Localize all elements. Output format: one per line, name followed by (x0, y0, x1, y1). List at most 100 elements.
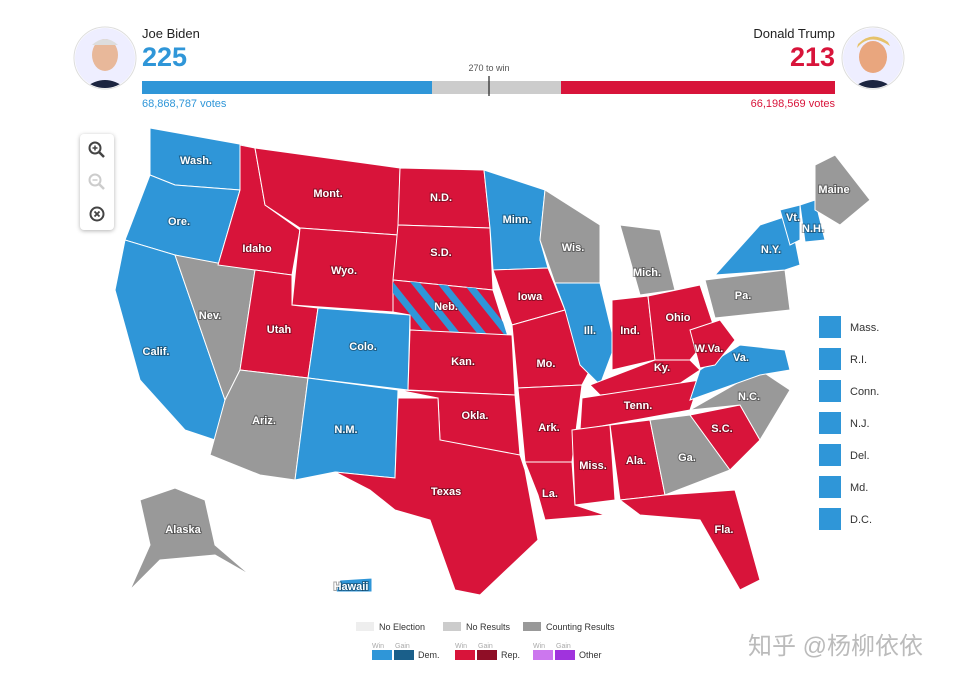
progress-bar (142, 76, 835, 96)
state-label: Utah (267, 324, 292, 336)
states: Wash. Ore. Calif. Nev. Idaho Mont. Wyo. Utah Col… (114, 127, 871, 596)
state-label: Colo. (349, 341, 377, 353)
electoral-votes: 225 (142, 42, 187, 72)
state-label: Wyo. (331, 265, 357, 277)
legend-win: Win (372, 643, 384, 650)
state-label: Ohio (665, 312, 690, 324)
state (704, 269, 791, 319)
state-box (819, 316, 841, 338)
state-box-label: N.J. (850, 418, 870, 430)
state-box (819, 476, 841, 498)
legend-swatch (443, 622, 461, 631)
state (618, 489, 761, 591)
zoom-out[interactable] (80, 166, 114, 198)
reset[interactable] (80, 198, 114, 230)
legend-swatch (455, 650, 475, 660)
state-box-label: Del. (850, 450, 870, 462)
state (779, 204, 801, 246)
legend-label: Other (579, 650, 602, 660)
legend-gain: Gain (556, 643, 571, 650)
state-label: Miss. (579, 460, 607, 472)
state-label: La. (542, 488, 558, 500)
state-label: Ariz. (252, 415, 276, 427)
state (571, 424, 616, 506)
state-label: Vt. (786, 212, 800, 224)
state-label: Iowa (518, 291, 543, 303)
state-label: Fla. (715, 524, 734, 536)
threshold-label: 270 to win (468, 63, 509, 73)
state-label: Idaho (242, 243, 272, 255)
bar-dem (142, 81, 432, 94)
state-label: Mont. (313, 188, 342, 200)
legend-swatch (555, 650, 575, 660)
state-box-label: R.I. (850, 354, 867, 366)
state-label: Ill. (584, 325, 596, 337)
legend: No Election No Results Counting Results Win… (356, 622, 615, 660)
legend-win: Win (533, 643, 545, 650)
zoom-controls (80, 134, 114, 230)
state-box (819, 508, 841, 530)
candidate-name: Donald Trump (753, 26, 835, 41)
state-box-label: D.C. (850, 514, 872, 526)
state-box-label: Conn. (850, 386, 879, 398)
state-label: Ga. (678, 452, 696, 464)
popular-votes: 66,198,569 votes (751, 98, 836, 110)
small-states: Mass. R.I. Conn. N.J. Del. Md. D.C. (819, 316, 879, 530)
state-label: Mo. (537, 358, 556, 370)
state (539, 189, 601, 284)
state-label: Mich. (633, 267, 661, 279)
state-label: S.C. (711, 423, 732, 435)
state (334, 397, 539, 596)
legend-win: Win (455, 643, 467, 650)
bar-rep (561, 81, 835, 94)
state-box (819, 348, 841, 370)
state-label: Okla. (462, 410, 489, 422)
state (689, 319, 736, 369)
state-label: Wis. (562, 242, 585, 254)
state-box (819, 412, 841, 434)
candidate-name: Joe Biden (142, 26, 200, 41)
state-label: Ky. (654, 362, 670, 374)
legend-label: Dem. (418, 650, 440, 660)
state-box-label: Mass. (850, 322, 879, 334)
popular-votes: 68,868,787 votes (142, 98, 227, 110)
state-label: Maine (818, 184, 849, 196)
state (335, 577, 373, 593)
state-label: Ind. (620, 325, 640, 337)
state-label: Tenn. (624, 400, 653, 412)
state-label: Wash. (180, 155, 212, 167)
watermark: 知乎 @杨柳依依 (748, 633, 923, 660)
state-box-label: Md. (850, 482, 868, 494)
state-label: Minn. (503, 214, 532, 226)
electoral-votes: 213 (790, 42, 835, 72)
state-label: Texas (431, 486, 461, 498)
state-label: Pa. (735, 290, 752, 302)
state-box (819, 444, 841, 466)
state-label: Ore. (168, 216, 190, 228)
state-label: N.M. (334, 424, 357, 436)
state (619, 224, 676, 296)
zoom-in[interactable] (80, 134, 114, 166)
state-label: Neb. (434, 301, 458, 313)
state-label: S.D. (430, 247, 451, 259)
state-label: Ark. (538, 422, 559, 434)
avatar-biden (73, 26, 137, 90)
state (799, 199, 826, 243)
state-label: N.D. (430, 192, 452, 204)
legend-swatch (533, 650, 553, 660)
legend-gain: Gain (478, 643, 493, 650)
legend-swatch (394, 650, 414, 660)
state (689, 344, 791, 401)
legend-swatch (523, 622, 541, 631)
legend-label: No Results (466, 622, 511, 632)
state-label: Alaska (165, 524, 201, 536)
state-label: Ala. (626, 455, 646, 467)
legend-swatch (372, 650, 392, 660)
state-box (819, 380, 841, 402)
state-label: N.Y. (761, 244, 781, 256)
state-label: Hawaii (334, 581, 369, 593)
legend-gain: Gain (395, 643, 410, 650)
state (129, 487, 251, 591)
